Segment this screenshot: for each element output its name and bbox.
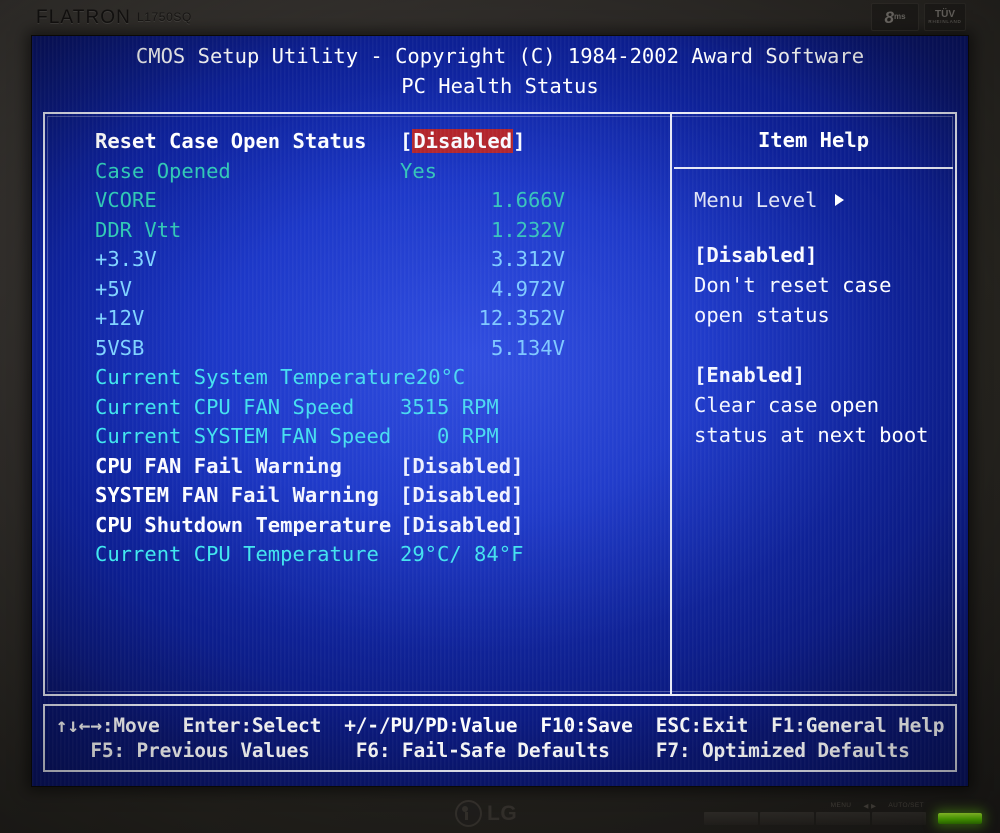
value-bracket-open: [ — [400, 129, 413, 153]
item-help-separator — [674, 167, 953, 169]
item-help-panel: Item Help Menu Level [Disabled] Don't res… — [672, 114, 955, 694]
bios-page-title: PC Health Status — [401, 73, 599, 98]
monitor-screen: CMOS Setup Utility - Copyright (C) 1984-… — [32, 36, 968, 786]
help-spacer — [694, 335, 955, 365]
setting-label: Case Opened — [95, 158, 231, 183]
setting-value[interactable]: Yes — [400, 158, 438, 183]
power-led-indicator[interactable] — [938, 813, 982, 824]
setting-row[interactable]: 5VSB 5.134V — [95, 335, 655, 368]
bios-setup-screen: CMOS Setup Utility - Copyright (C) 1984-… — [32, 36, 968, 786]
setting-row[interactable]: +12V 12.352V — [95, 308, 655, 338]
bezel-badges: 8 ms TÜV RHEINLAND — [871, 3, 966, 31]
help-entry-line: Don't reset case — [694, 273, 892, 297]
item-help-title: Item Help — [757, 128, 870, 153]
osd-label: MENU — [830, 802, 852, 809]
response-time-badge: 8 ms — [871, 3, 919, 31]
tuv-sublabel: RHEINLAND — [928, 18, 962, 24]
lg-logo: LG — [455, 800, 517, 827]
menu-level-row: Menu Level — [694, 185, 955, 215]
help-spacer — [694, 215, 955, 245]
setting-value[interactable]: 4.972V — [490, 276, 565, 301]
help-entry-line: status at next boot — [694, 423, 929, 447]
setting-row[interactable]: DDR Vtt 1.232V — [95, 217, 655, 250]
setting-value[interactable]: [Disabled] — [400, 483, 524, 507]
setting-label: 5VSB — [95, 335, 145, 360]
setting-value[interactable]: 0 RPM — [400, 424, 499, 448]
setting-row[interactable]: Current System Temperature 20°C — [95, 367, 655, 397]
setting-label: +3.3V — [95, 247, 157, 271]
setting-row[interactable]: Current CPU Temperature 29°C/ 84°F — [95, 544, 655, 574]
setting-row[interactable]: Reset Case Open Status [Disabled] — [95, 129, 655, 161]
selection-highlight[interactable]: Disabled — [412, 129, 514, 153]
setting-value[interactable]: 5.134V — [490, 335, 565, 360]
settings-list: Reset Case Open Status [Disabled] Case Ope… — [95, 129, 655, 574]
help-entry-line: open status — [694, 303, 830, 327]
setting-label: Current SYSTEM FAN Speed — [95, 424, 392, 448]
setting-row[interactable]: SYSTEM FAN Fail Warning [Disabled] — [95, 485, 655, 515]
bios-main-panel: Reset Case Open Status [Disabled] Case Ope… — [43, 112, 957, 696]
setting-value[interactable]: 1.232V — [490, 217, 565, 242]
tuv-label: TÜV — [935, 8, 955, 20]
setting-row[interactable]: CPU FAN Fail Warning [Disabled] — [95, 453, 655, 486]
setting-row[interactable]: Current SYSTEM FAN Speed 0 RPM — [95, 426, 655, 456]
osd-menu-button[interactable] — [704, 812, 758, 825]
item-help-body: Menu Level [Disabled] Don't reset case ope… — [672, 169, 955, 455]
setting-label: +12V — [95, 306, 145, 330]
monitor-brand-label: FLATRON L1750SQ — [36, 7, 192, 29]
setting-value[interactable]: 29°C/ 84°F — [400, 542, 524, 566]
help-entry-heading: [Enabled] — [694, 363, 806, 387]
legend-line-1: ↑↓←→:Move Enter:Select +/-/PU/PD:Value F… — [55, 713, 945, 737]
osd-label: AUTO/SET — [888, 802, 924, 809]
chevron-right-icon — [835, 194, 845, 206]
setting-label: SYSTEM FAN Fail Warning — [95, 483, 379, 507]
setting-label: +5V — [95, 276, 133, 301]
setting-label: Current CPU Temperature — [95, 542, 379, 566]
setting-row[interactable]: +5V 4.972V — [95, 276, 655, 309]
response-time-unit: ms — [893, 12, 906, 21]
response-time-value: 8 — [884, 7, 894, 27]
value-bracket-close: ] — [513, 129, 526, 153]
setting-label: VCORE — [95, 188, 157, 212]
monitor-model-number: L1750SQ — [136, 10, 192, 24]
osd-button-labels: MENU ◀ ▶ AUTO/SET — [831, 802, 924, 810]
lg-wordmark: LG — [487, 801, 518, 825]
setting-value[interactable]: 1.666V — [490, 188, 565, 212]
bios-keyboard-legend: ↑↓←→:Move Enter:Select +/-/PU/PD:Value F… — [43, 704, 957, 772]
help-entry-line: Clear case open — [694, 393, 880, 417]
setting-value[interactable]: [Disabled] — [400, 453, 524, 478]
legend-line-2: F5: Previous Values F6: Fail-Safe Defaul… — [90, 739, 910, 762]
osd-label: ◀ ▶ — [863, 803, 877, 810]
bios-header: CMOS Setup Utility - Copyright (C) 1984-… — [32, 46, 968, 105]
setting-value[interactable]: [Disabled] — [400, 512, 524, 537]
setting-row[interactable]: +3.3V 3.312V — [95, 249, 655, 279]
osd-left-button[interactable] — [760, 812, 814, 825]
setting-row[interactable]: CPU Shutdown Temperature [Disabled] — [95, 512, 655, 545]
setting-label: CPU FAN Fail Warning — [95, 453, 342, 478]
setting-row[interactable]: Case Opened Yes — [95, 158, 655, 191]
osd-right-button[interactable] — [816, 812, 870, 825]
setting-value[interactable]: 12.352V — [478, 306, 565, 330]
setting-value[interactable]: 3.312V — [490, 247, 565, 271]
menu-level-label: Menu Level — [694, 187, 818, 212]
setting-value[interactable]: 3515 RPM — [400, 394, 499, 419]
setting-row[interactable]: VCORE 1.666V — [95, 190, 655, 220]
setting-label: Current CPU FAN Speed — [95, 394, 355, 419]
tuv-badge: TÜV RHEINLAND — [924, 3, 966, 31]
brand-name: FLATRON — [36, 7, 131, 28]
osd-button-row — [704, 812, 926, 825]
setting-label: CPU Shutdown Temperature — [95, 512, 392, 537]
setting-value-selected[interactable]: [Disabled] — [400, 129, 565, 153]
setting-label: Reset Case Open Status — [95, 129, 367, 153]
setting-label: Current System Temperature — [95, 365, 416, 389]
lg-mark-icon — [455, 800, 482, 827]
setting-label: DDR Vtt — [95, 217, 182, 242]
panel-vertical-divider — [670, 114, 672, 694]
setting-row[interactable]: Current CPU FAN Speed 3515 RPM — [95, 394, 655, 427]
setting-value[interactable]: 20°C — [415, 365, 466, 389]
bios-title-copyright: CMOS Setup Utility - Copyright (C) 1984-… — [135, 44, 865, 68]
help-entry-heading: [Disabled] — [694, 243, 818, 267]
osd-auto-set-button[interactable] — [872, 812, 926, 825]
